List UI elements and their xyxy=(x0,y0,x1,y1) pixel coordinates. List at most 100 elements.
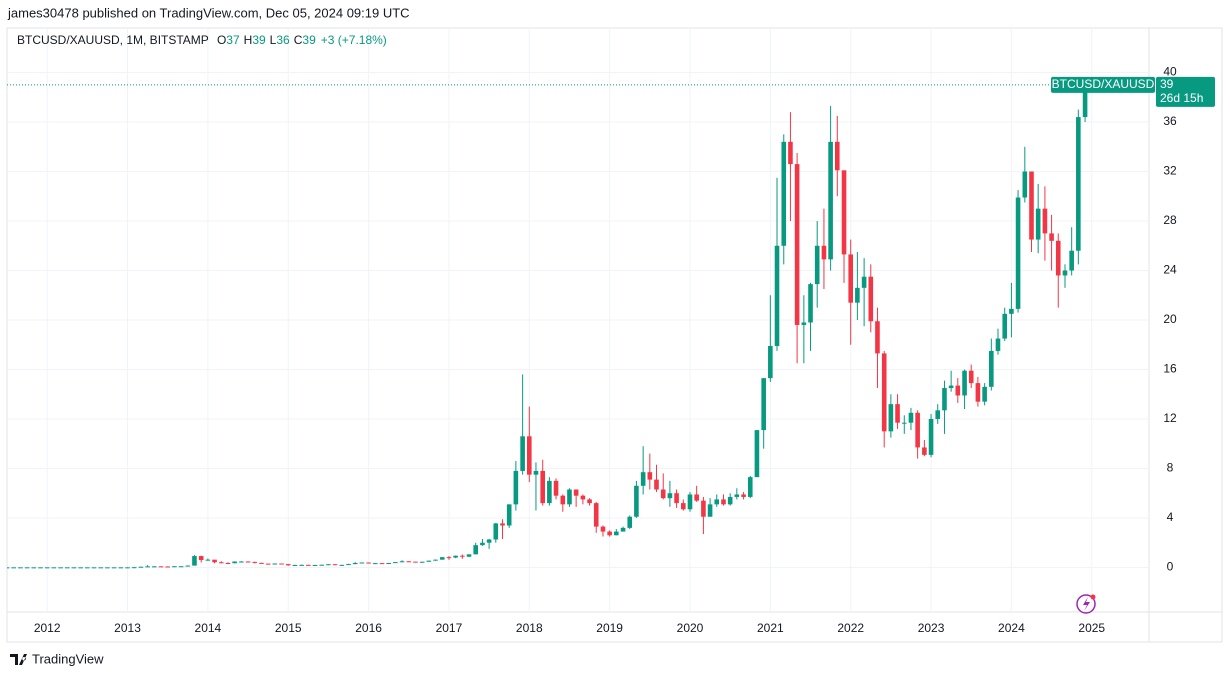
candle-body xyxy=(306,564,311,566)
candle-body xyxy=(118,567,124,569)
candle-body xyxy=(660,489,666,499)
price-tag xyxy=(1156,76,1215,107)
ohlc-value: 39 xyxy=(302,33,316,47)
candle-body xyxy=(31,567,37,569)
candle-body xyxy=(922,447,927,455)
candle-body xyxy=(151,566,157,568)
candle-body xyxy=(51,567,57,569)
y-tick-label: 0 xyxy=(1167,560,1174,574)
candle-body xyxy=(225,563,231,565)
candle-body xyxy=(11,567,16,569)
candle-body xyxy=(346,564,351,566)
candle-body xyxy=(198,556,204,561)
candle-body xyxy=(955,385,961,396)
candle-body xyxy=(634,485,639,517)
candle-body xyxy=(1069,250,1074,271)
ohlc-label: O xyxy=(217,33,226,47)
candle-body xyxy=(714,499,720,505)
candle-body xyxy=(446,557,452,559)
candle-body xyxy=(968,370,974,384)
candle-body xyxy=(393,562,398,564)
candle-body xyxy=(352,563,358,565)
candle-body xyxy=(1049,233,1054,241)
x-tick-label: 2018 xyxy=(516,621,543,635)
candle-body xyxy=(895,404,900,423)
candle-body xyxy=(935,410,941,419)
y-tick-label: 4 xyxy=(1167,510,1174,524)
candle-body xyxy=(701,500,706,517)
candle-body xyxy=(285,564,291,566)
publisher-line: james30478 published on TradingView.com,… xyxy=(7,5,410,20)
alert-icon[interactable] xyxy=(1076,594,1096,614)
candle-body xyxy=(486,539,492,543)
candle-body xyxy=(908,412,914,423)
candle-body xyxy=(1002,313,1008,339)
candle-body xyxy=(506,504,512,526)
candle-body xyxy=(1055,240,1061,276)
candle-body xyxy=(480,542,485,546)
price-tag-countdown: 26d 15h xyxy=(1160,91,1203,105)
x-tick-label: 2017 xyxy=(436,621,463,635)
candle-body xyxy=(647,472,653,480)
y-tick-label: 32 xyxy=(1163,164,1177,178)
candle-body xyxy=(366,562,371,564)
candle-body xyxy=(332,564,338,566)
candle-body xyxy=(768,345,773,379)
candle-body xyxy=(553,480,559,496)
candle-body xyxy=(1082,86,1088,118)
y-tick-label: 12 xyxy=(1163,411,1177,425)
price-tag-value: 39 xyxy=(1160,77,1174,91)
candle-body xyxy=(540,470,546,504)
candle-body xyxy=(58,567,63,569)
candle-body xyxy=(794,164,800,325)
candle-body xyxy=(419,561,425,563)
change: +3 (+7.18%) xyxy=(321,33,387,47)
candle-body xyxy=(493,523,499,540)
ohlc-label: H xyxy=(244,33,253,47)
candle-body xyxy=(761,378,766,431)
y-tick-label: 40 xyxy=(1163,65,1177,79)
candle-body xyxy=(165,566,171,568)
candle-body xyxy=(279,563,284,565)
candle-body xyxy=(948,385,954,389)
candle-body xyxy=(834,141,840,171)
candle-body xyxy=(44,567,50,569)
candle-body xyxy=(460,555,465,557)
candle-body xyxy=(1042,208,1048,234)
candle-body xyxy=(687,494,693,510)
candle-body xyxy=(520,436,525,471)
x-tick-label: 2024 xyxy=(998,621,1025,635)
candle-body xyxy=(640,472,646,486)
y-tick-label: 20 xyxy=(1163,312,1177,326)
candle-body xyxy=(473,545,478,555)
candle-body xyxy=(185,565,191,567)
candle-body xyxy=(78,567,83,569)
x-tick-label: 2020 xyxy=(677,621,704,635)
candle-body xyxy=(513,470,519,505)
candle-body xyxy=(1015,197,1021,309)
ohlc-value: 37 xyxy=(226,33,240,47)
candle-body xyxy=(105,567,110,569)
y-tick-label: 16 xyxy=(1163,362,1177,376)
candle-body xyxy=(821,245,827,260)
y-tick-label: 24 xyxy=(1163,263,1177,277)
candle-body xyxy=(614,531,619,536)
ohlc-label: C xyxy=(294,33,303,47)
candle-body xyxy=(1029,171,1034,240)
candle-body xyxy=(741,494,746,497)
ohlc-value: 36 xyxy=(276,33,290,47)
candle-body xyxy=(386,563,391,565)
candle-body xyxy=(928,418,934,455)
candle-body xyxy=(848,254,853,303)
candle-body xyxy=(1022,171,1028,198)
candle-body xyxy=(600,526,606,532)
candle-body xyxy=(500,523,505,526)
brand-logo[interactable]: TradingView xyxy=(10,651,104,666)
candle-body xyxy=(707,504,713,517)
candle-body xyxy=(218,562,224,564)
candle-body xyxy=(774,245,780,346)
x-tick-label: 2021 xyxy=(757,621,784,635)
candle-body xyxy=(814,245,820,285)
symbol: BTCUSD/XAUUSD, 1M, BITSTAMP xyxy=(17,33,209,47)
candle-body xyxy=(259,562,264,564)
